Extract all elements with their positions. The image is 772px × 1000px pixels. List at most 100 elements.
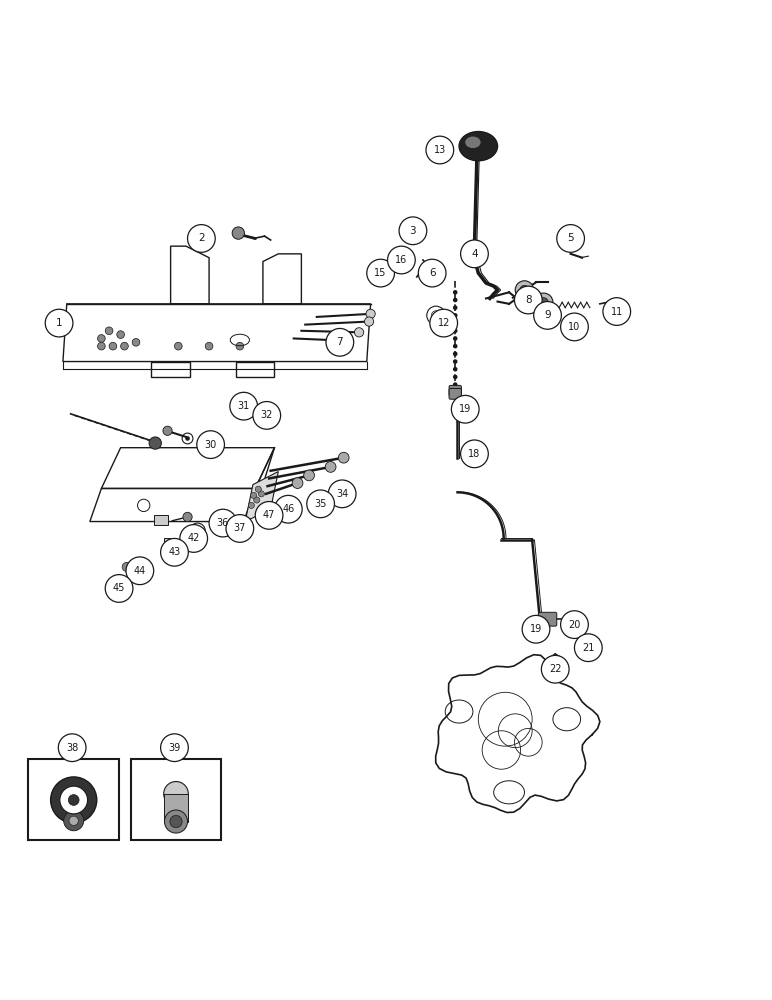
Circle shape (60, 786, 87, 814)
Polygon shape (245, 472, 279, 522)
Text: 37: 37 (234, 523, 246, 533)
Text: 19: 19 (530, 624, 542, 634)
Bar (164, 794, 188, 822)
Circle shape (343, 336, 352, 345)
Circle shape (534, 293, 553, 312)
Circle shape (325, 462, 336, 472)
Text: 18: 18 (469, 449, 481, 459)
Circle shape (226, 515, 254, 542)
Text: 35: 35 (314, 499, 327, 509)
Bar (164, 538, 176, 546)
Bar (154, 515, 168, 525)
Text: 42: 42 (188, 533, 200, 543)
Circle shape (161, 538, 188, 566)
Circle shape (205, 342, 213, 350)
Circle shape (97, 342, 105, 350)
Text: 21: 21 (582, 643, 594, 653)
Text: 4: 4 (471, 249, 478, 259)
Circle shape (453, 298, 458, 302)
Circle shape (46, 309, 73, 337)
Circle shape (418, 259, 446, 287)
Circle shape (461, 440, 489, 468)
Circle shape (163, 426, 172, 435)
Circle shape (105, 575, 133, 602)
Bar (236, 362, 275, 377)
Circle shape (338, 452, 349, 463)
Text: 9: 9 (544, 310, 551, 320)
Circle shape (256, 486, 262, 492)
Circle shape (120, 342, 128, 350)
Circle shape (59, 734, 86, 762)
Text: 6: 6 (428, 268, 435, 278)
Text: 15: 15 (374, 268, 387, 278)
Text: 12: 12 (438, 318, 450, 328)
Circle shape (541, 655, 569, 683)
Text: 3: 3 (410, 226, 416, 236)
Circle shape (51, 777, 96, 823)
Circle shape (574, 634, 602, 662)
Circle shape (453, 290, 458, 295)
Circle shape (453, 321, 458, 325)
Circle shape (453, 367, 458, 372)
Circle shape (452, 395, 479, 423)
Circle shape (461, 240, 489, 268)
Bar (29, 759, 119, 840)
Circle shape (259, 491, 265, 497)
Circle shape (185, 436, 190, 441)
Text: 11: 11 (611, 307, 623, 317)
Circle shape (230, 392, 258, 420)
Circle shape (430, 309, 458, 337)
Text: 19: 19 (459, 404, 472, 414)
Circle shape (388, 246, 415, 274)
Circle shape (292, 478, 303, 488)
Circle shape (194, 527, 201, 535)
Circle shape (453, 375, 458, 379)
Circle shape (426, 136, 454, 164)
Circle shape (453, 352, 458, 356)
Circle shape (326, 328, 354, 356)
Circle shape (366, 309, 375, 318)
Circle shape (560, 611, 588, 638)
Circle shape (68, 795, 79, 805)
Circle shape (364, 317, 374, 326)
Text: 47: 47 (263, 510, 276, 520)
Text: 31: 31 (238, 401, 250, 411)
Text: 36: 36 (217, 518, 229, 528)
Text: 30: 30 (205, 440, 217, 450)
Circle shape (328, 480, 356, 508)
Text: 22: 22 (549, 664, 561, 674)
Circle shape (64, 811, 83, 831)
Circle shape (275, 495, 302, 523)
Circle shape (97, 335, 105, 342)
Circle shape (367, 259, 394, 287)
Circle shape (232, 227, 245, 239)
Circle shape (539, 298, 548, 307)
Circle shape (254, 497, 260, 503)
Text: 1: 1 (56, 318, 63, 328)
Text: 2: 2 (198, 233, 205, 243)
Text: 45: 45 (113, 583, 125, 593)
Circle shape (170, 815, 182, 828)
Ellipse shape (459, 132, 497, 161)
Circle shape (453, 344, 458, 348)
Circle shape (453, 359, 458, 364)
Circle shape (453, 313, 458, 318)
FancyBboxPatch shape (449, 385, 462, 396)
Circle shape (109, 342, 117, 350)
Circle shape (174, 342, 182, 350)
Text: 43: 43 (168, 547, 181, 557)
Circle shape (132, 338, 140, 346)
Text: 7: 7 (337, 337, 344, 347)
Text: 44: 44 (134, 566, 146, 576)
Text: 13: 13 (434, 145, 446, 155)
Circle shape (164, 810, 188, 833)
Circle shape (560, 313, 588, 341)
Circle shape (453, 305, 458, 310)
Circle shape (69, 816, 78, 825)
Text: 10: 10 (568, 322, 581, 332)
Circle shape (522, 615, 550, 643)
Circle shape (354, 328, 364, 337)
Circle shape (105, 327, 113, 335)
Bar (151, 362, 190, 377)
Circle shape (303, 470, 314, 481)
